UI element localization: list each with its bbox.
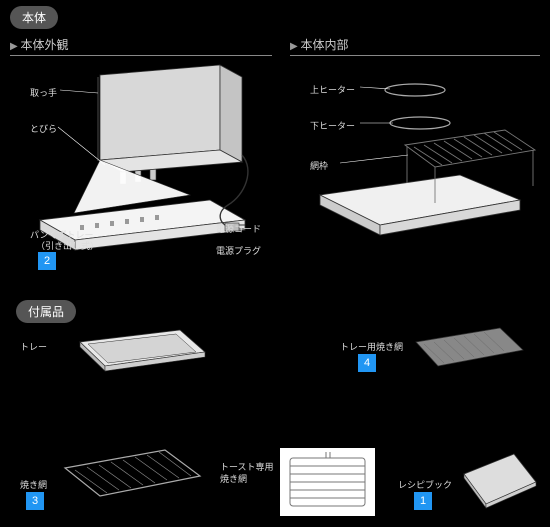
interior-heading: 本体内部 (290, 36, 540, 56)
label-recipe: レシピブック (398, 478, 452, 491)
label-toast-net-l2: 焼き網 (220, 472, 247, 485)
label-rack-rail: 網枠 (310, 159, 328, 172)
label-lower-heater: 下ヒーター (310, 119, 355, 132)
interior-title: 本体内部 (300, 38, 348, 52)
exterior-title: 本体外観 (20, 38, 68, 52)
badge-grill-net: 3 (26, 492, 44, 510)
tray-net-diagram (408, 320, 528, 380)
tray-diagram (70, 322, 210, 382)
label-tray: トレー (20, 340, 47, 353)
label-grill-net: 焼き網 (20, 478, 47, 491)
label-tray-net: トレー用焼き網 (340, 340, 403, 353)
recipe-diagram (452, 448, 542, 514)
toast-net-diagram (280, 448, 375, 516)
label-plug: 電源プラグ (216, 244, 261, 257)
grill-net-diagram (55, 440, 205, 510)
badge-recipe: 1 (414, 492, 432, 510)
label-door: とびら (30, 122, 57, 135)
label-cord: 電源コード (216, 222, 261, 235)
section-main-pill: 本体 (10, 6, 58, 29)
label-crumb-tray-l2: （引き出し式） (36, 239, 99, 252)
badge-tray-net: 4 (358, 354, 376, 372)
section-acc-pill: 付属品 (16, 300, 76, 323)
label-upper-heater: 上ヒーター (310, 83, 355, 96)
label-handle: 取っ手 (30, 86, 57, 99)
badge-crumb-tray: 2 (38, 252, 56, 270)
exterior-heading: 本体外観 (10, 36, 272, 56)
